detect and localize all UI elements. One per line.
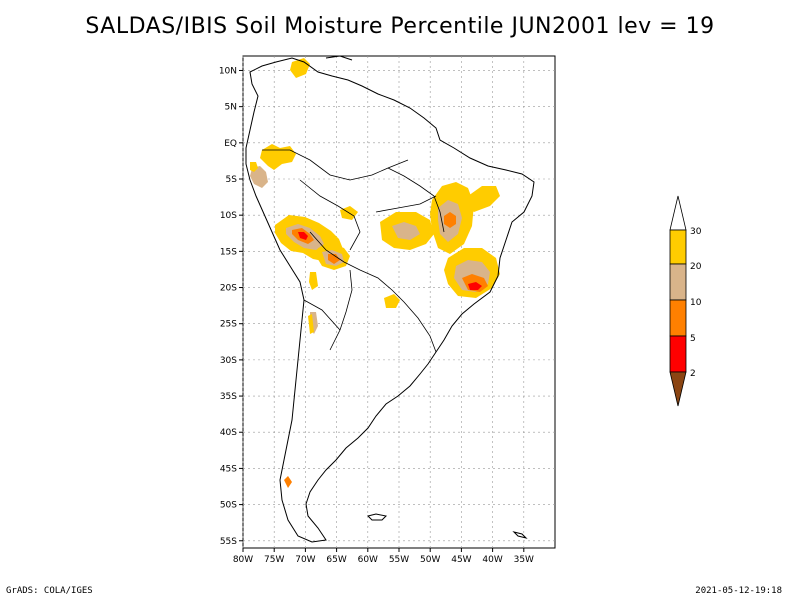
- shade-patagonia: [284, 476, 292, 488]
- lon-tick-label: 45W: [451, 555, 471, 565]
- falkland-islands: [367, 513, 388, 521]
- shade-central-tan: [392, 222, 420, 240]
- legend-box-2-5: [669, 335, 687, 373]
- lon-tick-label: 60W: [358, 555, 378, 565]
- legend-box-5-10: [669, 299, 687, 337]
- legend-label-30: 30: [690, 227, 702, 237]
- lon-tick-label: 70W: [295, 555, 315, 565]
- shade-se-red: [468, 282, 482, 290]
- color-legend: 30 20 10 5 2: [669, 195, 702, 407]
- lat-tick-label: EQ: [224, 139, 237, 149]
- map-title: SALDAS/IBIS Soil Moisture Percentile JUN…: [85, 14, 715, 39]
- lat-tick-label: 10N: [219, 66, 237, 76]
- legend-label-20: 20: [690, 262, 702, 272]
- lat-tick-label: 50S: [220, 501, 237, 511]
- shade-ne-orange: [444, 212, 456, 228]
- country-borders: [262, 149, 445, 353]
- latitude-axis: 10N 5N EQ 5S 10S 15S 20S 25S 30S 35S 40S 45S 50S 55S: [219, 66, 243, 547]
- lat-tick-label: 35S: [220, 392, 237, 402]
- lon-tick-label: 80W: [233, 555, 253, 565]
- lat-tick-label: 40S: [220, 428, 237, 438]
- lon-tick-label: 55W: [389, 555, 409, 565]
- lon-tick-label: 65W: [326, 555, 346, 565]
- longitude-axis: 80W 75W 70W 65W 60W 55W 50W 45W 40W 35W: [233, 548, 534, 565]
- footer-timestamp: 2021-05-12-19:18: [695, 586, 782, 596]
- legend-box-10-20: [669, 263, 687, 301]
- percentile-shading: [250, 58, 500, 488]
- lon-tick-label: 40W: [482, 555, 502, 565]
- lat-tick-label: 30S: [220, 356, 237, 366]
- legend-bottom-triangle: [669, 371, 687, 407]
- coastlines: [245, 55, 535, 543]
- lon-tick-label: 35W: [514, 555, 534, 565]
- legend-label-10: 10: [690, 298, 702, 308]
- legend-box-20-30: [669, 229, 687, 265]
- shade-peru-red: [298, 232, 308, 240]
- lat-tick-label: 5N: [225, 103, 237, 113]
- legend-label-2: 2: [690, 369, 696, 379]
- lat-tick-label: 20S: [220, 284, 237, 294]
- shade-paraguay: [384, 294, 400, 308]
- shade-ne-upper: [466, 186, 500, 212]
- south-america-coastline: [245, 57, 535, 543]
- lat-tick-label: 5S: [226, 175, 238, 185]
- lat-tick-label: 15S: [220, 247, 237, 257]
- caribbean-island: [325, 55, 353, 61]
- legend-top-triangle: [669, 195, 687, 231]
- shade-ecuador-yellow: [250, 162, 258, 172]
- island-east: [512, 531, 528, 539]
- lat-tick-label: 45S: [220, 464, 237, 474]
- footer-credit: GrADS: COLA/IGES: [6, 586, 93, 596]
- shade-andes: [309, 272, 318, 290]
- shade-bolivia-orange: [328, 254, 340, 264]
- lon-tick-label: 75W: [264, 555, 284, 565]
- legend-label-5: 5: [690, 334, 696, 344]
- lon-tick-label: 50W: [420, 555, 440, 565]
- lat-tick-label: 55S: [220, 537, 237, 547]
- lat-tick-label: 10S: [220, 211, 237, 221]
- lat-tick-label: 25S: [220, 320, 237, 330]
- shade-chile-north-2: [308, 314, 314, 334]
- shade-northwest: [260, 144, 296, 170]
